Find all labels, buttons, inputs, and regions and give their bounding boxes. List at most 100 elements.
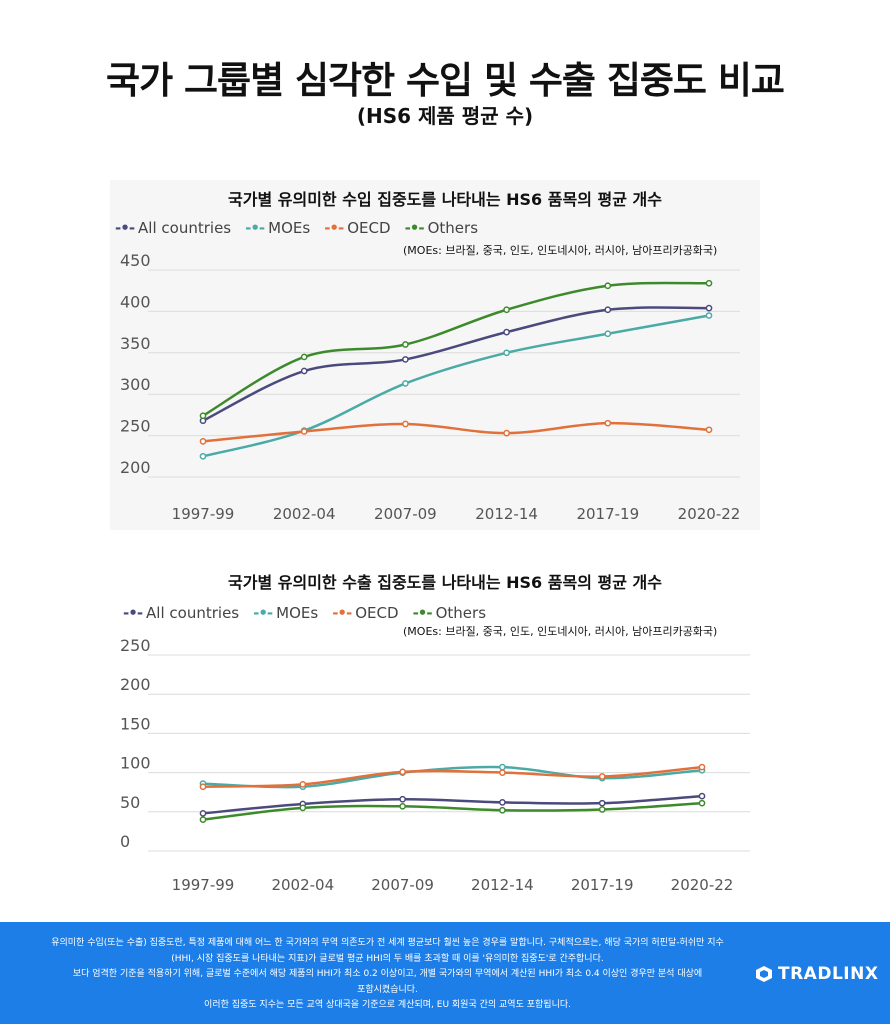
data-point-others (199, 816, 207, 823)
data-point-all_countries (300, 367, 308, 375)
data-point-moes (199, 452, 207, 460)
y-tick-label: 400 (120, 292, 151, 311)
y-tick-label: 250 (120, 417, 151, 436)
x-tick-label: 2007-09 (371, 876, 434, 894)
data-point-oecd (399, 768, 406, 776)
legend-item-all_countries: -•- All countries (123, 604, 239, 622)
data-point-oecd (604, 419, 612, 427)
data-point-oecd (300, 428, 308, 435)
y-tick-label: 200 (120, 458, 151, 477)
footer-line: 보다 엄격한 기준을 적용하기 위해, 글로벌 수준에서 해당 제품의 HHI가… (72, 969, 703, 979)
data-point-all_countries (402, 356, 409, 363)
legend-label: Others (427, 219, 479, 237)
y-tick-label: 450 (120, 251, 151, 270)
data-point-all_countries (503, 328, 510, 336)
import-chart-title: 국가별 유의미한 수입 집중도를 나타내는 HS6 품목의 평균 개수 (228, 190, 662, 209)
data-point-all_countries (598, 799, 606, 807)
data-point-all_countries (604, 306, 612, 314)
data-point-others (299, 804, 307, 812)
data-point-all_countries (199, 810, 207, 817)
series-line-others (202, 801, 703, 821)
data-point-oecd (199, 438, 207, 445)
export-chart-title: 국가별 유의미한 수출 집중도를 나타내는 HS6 품목의 평균 개수 (228, 573, 662, 592)
footer-banner: 유의미한 수입(또는 수출) 집중도란, 특정 제품에 대해 어느 한 국가와의… (0, 922, 890, 1024)
y-tick-label: 300 (120, 375, 151, 394)
x-tick-label: 2017-19 (576, 505, 639, 523)
import-chart-note: (MOEs: 브라질, 중국, 인도, 인도네시아, 러시아, 남아프리카공화국… (403, 244, 718, 257)
data-point-moes (499, 763, 506, 771)
data-point-others (399, 802, 406, 810)
data-point-moes (503, 349, 510, 357)
data-point-oecd (499, 769, 506, 776)
y-tick-label: 150 (120, 714, 151, 733)
legend-label: MOEs (276, 604, 319, 622)
x-tick-label: 2020-22 (671, 876, 734, 894)
x-tick-label: 2007-09 (374, 505, 437, 523)
data-point-all_countries (499, 799, 506, 806)
legend-swatch: -•- (123, 604, 143, 622)
data-point-others (604, 282, 612, 290)
tradlinx-logo-icon (756, 966, 772, 982)
legend-item-moes: -•- MOEs (253, 604, 318, 622)
legend-item-oecd: -•- OECD (332, 604, 398, 622)
legend-item-oecd: -•- OECD (324, 219, 390, 237)
x-tick-label: 2002-04 (273, 505, 336, 523)
data-point-oecd (598, 773, 606, 780)
data-point-oecd (402, 420, 409, 428)
legend-label: All countries (146, 604, 240, 622)
brand-logo: TRADLINX (755, 964, 878, 984)
export-chart: 250 200 150 100 50 0 1997-99 2002-04 2007-09 2012… (120, 636, 750, 894)
footer-line: 포함시켰습니다. (357, 984, 418, 995)
series-line-oecd (202, 421, 710, 443)
x-tick-label: 2002-04 (271, 876, 334, 894)
x-tick-label: 1997-99 (172, 876, 235, 894)
legend-swatch: -•- (404, 219, 425, 237)
export-chart-legend: -•- All countries -•- MOEs -•- OECD -•- Others (123, 604, 486, 622)
data-point-oecd (503, 429, 510, 437)
brand-name: TRADLINX (778, 964, 879, 984)
data-point-others (199, 412, 207, 420)
series-line-all_countries (202, 306, 710, 422)
legend-label: OECD (347, 219, 391, 237)
data-point-all_countries (698, 792, 706, 800)
legend-swatch: -•- (332, 604, 352, 622)
legend-swatch: -•- (245, 219, 265, 237)
data-point-oecd (698, 763, 706, 771)
export-chart-note: (MOEs: 브라질, 중국, 인도, 인도네시아, 러시아, 남아프리카공화국… (403, 625, 718, 638)
data-point-oecd (299, 781, 307, 788)
y-tick-label: 350 (120, 334, 151, 353)
legend-label: All countries (138, 219, 232, 237)
y-tick-label: 100 (120, 754, 151, 773)
y-tick-label: 0 (120, 832, 130, 851)
x-tick-label: 1997-99 (172, 505, 235, 523)
data-point-moes (705, 312, 713, 319)
data-point-moes (604, 330, 612, 338)
data-point-others (705, 279, 713, 287)
data-point-others (499, 806, 506, 814)
series-line-others (202, 281, 710, 417)
x-tick-label: 2012-14 (475, 505, 538, 523)
data-point-others (503, 306, 510, 314)
data-point-others (300, 353, 308, 361)
data-point-others (402, 341, 409, 348)
legend-item-others: -•- Others (413, 604, 486, 622)
data-point-others (598, 806, 606, 813)
data-point-oecd (705, 426, 713, 434)
series-line-oecd (202, 765, 703, 788)
x-tick-label: 2017-19 (571, 876, 634, 894)
footer-notes: 유의미한 수입(또는 수출) 집중도란, 특정 제품에 대해 어느 한 국가와의… (30, 936, 745, 1014)
footer-line: (HHI, 시장 집중도를 나타내는 지표)가 글로벌 평균 HHI의 두 배를… (171, 953, 604, 964)
import-chart-background (110, 180, 760, 530)
y-tick-label: 250 (120, 636, 151, 655)
page-title: 국가 그룹별 심각한 수입 및 수출 집중도 비교 (106, 59, 785, 102)
series-line-all_countries (202, 794, 703, 815)
legend-item-all_countries: -•- All countries (115, 219, 231, 237)
legend-label: Others (435, 604, 487, 622)
legend-swatch: -•- (324, 219, 344, 237)
data-point-moes (402, 380, 409, 387)
x-tick-label: 2020-22 (678, 505, 741, 523)
footer-line: 유의미한 수입(또는 수출) 집중도란, 특정 제품에 대해 어느 한 국가와의… (51, 938, 724, 948)
x-tick-label: 2012-14 (471, 876, 534, 894)
data-point-all_countries (705, 304, 713, 312)
data-point-all_countries (399, 795, 406, 803)
